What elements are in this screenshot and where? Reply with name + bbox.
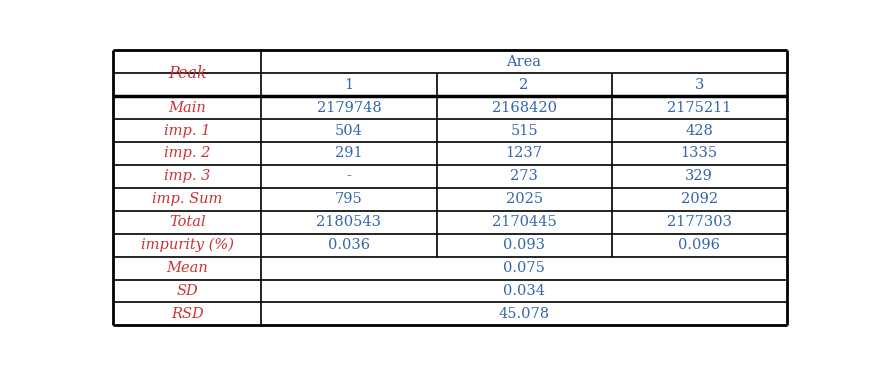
Text: 0.034: 0.034: [503, 284, 545, 298]
Text: 1: 1: [344, 78, 353, 92]
Text: 795: 795: [335, 192, 362, 206]
Text: Area: Area: [506, 55, 541, 69]
Text: 504: 504: [335, 124, 362, 138]
Text: 0.075: 0.075: [503, 261, 545, 275]
Text: Total: Total: [168, 215, 205, 229]
Text: imp. Sum: imp. Sum: [152, 192, 222, 206]
Text: 329: 329: [685, 169, 712, 183]
Text: imp. 1: imp. 1: [164, 124, 210, 138]
Text: -: -: [346, 169, 351, 183]
Text: 45.078: 45.078: [498, 307, 549, 321]
Text: 0.093: 0.093: [503, 238, 545, 252]
Text: Peak: Peak: [168, 65, 206, 82]
Text: 3: 3: [694, 78, 703, 92]
Text: SD: SD: [176, 284, 198, 298]
Text: 2170445: 2170445: [491, 215, 556, 229]
Text: Mean: Mean: [166, 261, 208, 275]
Text: 2180543: 2180543: [316, 215, 381, 229]
Text: 2179748: 2179748: [317, 101, 381, 115]
Text: 291: 291: [335, 147, 362, 160]
Text: 273: 273: [510, 169, 538, 183]
Text: imp. 2: imp. 2: [164, 147, 210, 160]
Text: 2092: 2092: [680, 192, 717, 206]
Text: 1335: 1335: [680, 147, 717, 160]
Text: 2025: 2025: [505, 192, 542, 206]
Text: 2177303: 2177303: [666, 215, 731, 229]
Text: 0.036: 0.036: [327, 238, 369, 252]
Text: impurity (%): impurity (%): [140, 238, 233, 252]
Text: 1237: 1237: [505, 147, 542, 160]
Text: 2: 2: [519, 78, 528, 92]
Text: 2175211: 2175211: [667, 101, 731, 115]
Text: 0.096: 0.096: [677, 238, 719, 252]
Text: imp. 3: imp. 3: [164, 169, 210, 183]
Text: Main: Main: [168, 101, 206, 115]
Text: 428: 428: [685, 124, 712, 138]
Text: RSD: RSD: [171, 307, 203, 321]
Text: 2168420: 2168420: [491, 101, 556, 115]
Text: 515: 515: [510, 124, 538, 138]
